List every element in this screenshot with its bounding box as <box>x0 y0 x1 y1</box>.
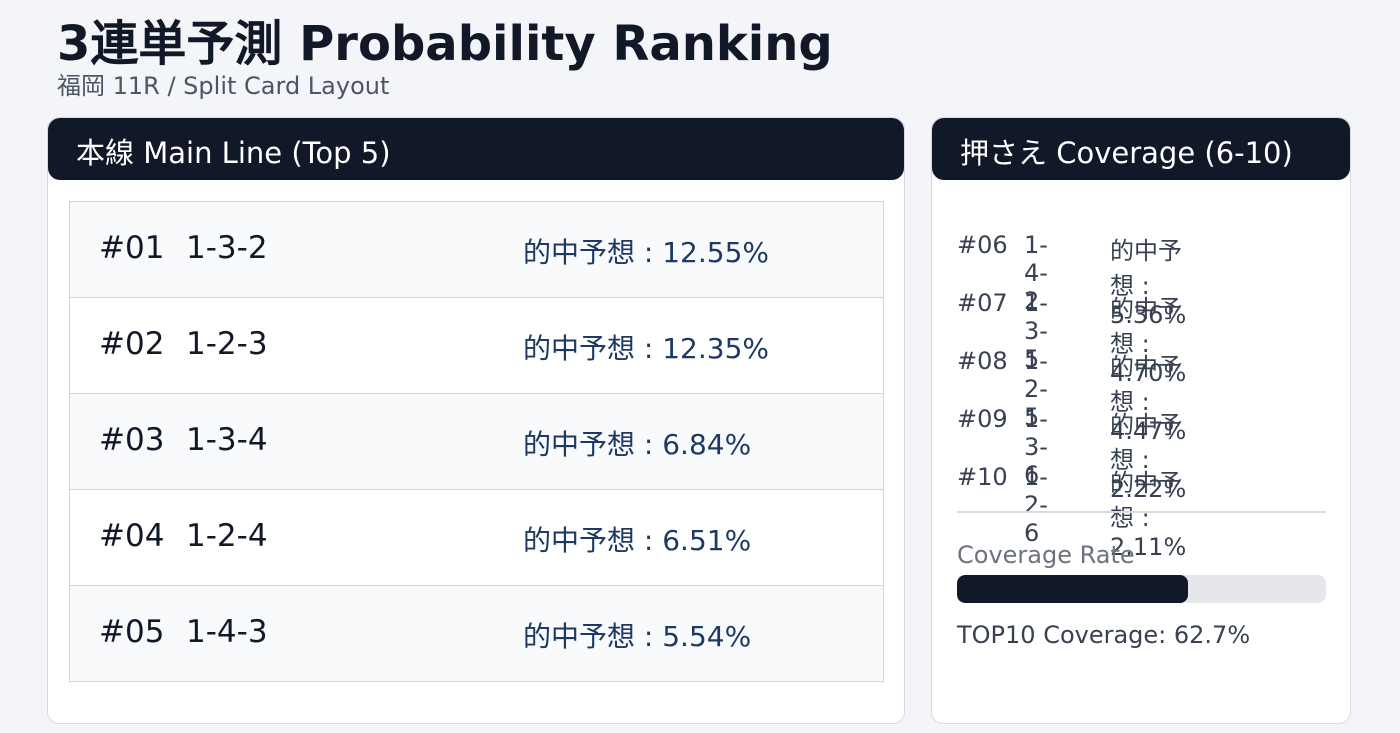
coverage-label: Coverage Rate <box>957 541 1135 569</box>
card-header: 押さえ Coverage (6-10) <box>932 118 1350 180</box>
divider <box>957 511 1326 513</box>
table-row: #05 1-4-3 的中予想 : 5.54% <box>70 585 883 681</box>
combo: 1-4-3 <box>186 614 268 650</box>
rank: #08 <box>957 347 1008 375</box>
coverage-card: 押さえ Coverage (6-10) #06 1-4-2 的中予想 : 5.36%… <box>931 117 1351 724</box>
probability: 的中予想 : 12.35% <box>523 332 769 365</box>
combo: 1-4-2 <box>1024 231 1048 315</box>
rank: #04 <box>99 518 165 554</box>
rank: #09 <box>957 405 1008 433</box>
rank: #05 <box>99 614 165 650</box>
combo: 1-3-2 <box>186 230 268 266</box>
combo: 1-3-4 <box>186 422 268 458</box>
table-row: #01 1-3-2 的中予想 : 12.55% <box>70 202 883 297</box>
probability: 的中予想 : 12.55% <box>523 236 769 269</box>
rank: #02 <box>99 326 165 362</box>
page-title: 3連単予測 Probability Ranking <box>57 16 833 72</box>
probability: 的中予想 : 6.84% <box>523 428 752 461</box>
probability: 的中予想 : 5.36% <box>1110 237 1187 329</box>
probability: 的中予想 : 2.22% <box>1110 411 1187 503</box>
probability: 的中予想 : 4.70% <box>1110 295 1187 387</box>
rank: #06 <box>957 231 1008 259</box>
probability: 的中予想 : 2.11% <box>1110 469 1187 561</box>
rank: #07 <box>957 289 1008 317</box>
rank: #01 <box>99 230 165 266</box>
combo: 1-3-5 <box>1024 289 1048 373</box>
ranking-table: #01 1-3-2 的中予想 : 12.55% #02 1-2-3 的中予想 : 12.3… <box>69 201 884 682</box>
progress-fill <box>957 575 1189 603</box>
combo: 1-2-6 <box>1024 463 1048 547</box>
card-header: 本線 Main Line (Top 5) <box>48 118 904 180</box>
combo: 1-2-3 <box>186 326 268 362</box>
rank: #03 <box>99 422 165 458</box>
page-subtitle: 福岡 11R / Split Card Layout <box>57 72 390 100</box>
probability: 的中予想 : 5.54% <box>523 620 752 653</box>
main-card: 本線 Main Line (Top 5) #01 1-3-2 的中予想 : 12.5… <box>47 117 905 724</box>
table-row: #02 1-2-3 的中予想 : 12.35% <box>70 297 883 393</box>
coverage-text: TOP10 Coverage: 62.7% <box>957 621 1251 649</box>
table-row: #04 1-2-4 的中予想 : 6.51% <box>70 489 883 585</box>
rank: #10 <box>957 463 1008 491</box>
table-row: #03 1-3-4 的中予想 : 6.84% <box>70 393 883 489</box>
combo: 1-2-4 <box>186 518 268 554</box>
progress-track <box>957 575 1326 603</box>
combo: 1-2-5 <box>1024 347 1048 431</box>
probability: 的中予想 : 4.47% <box>1110 353 1187 445</box>
combo: 1-3-6 <box>1024 405 1048 489</box>
probability: 的中予想 : 6.51% <box>523 524 752 557</box>
